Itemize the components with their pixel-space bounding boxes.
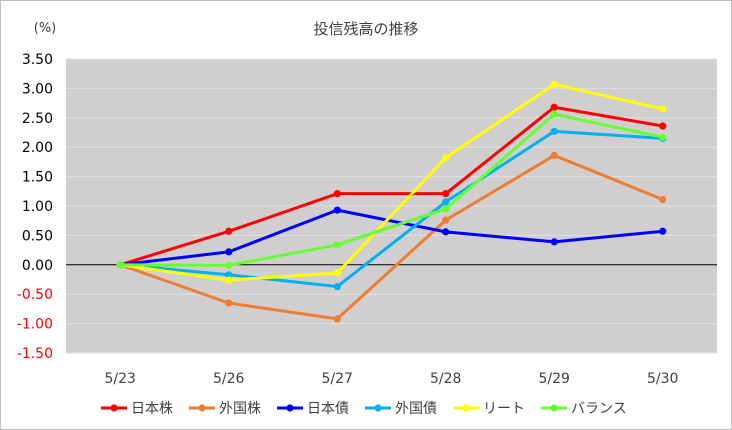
- y-axis-ticks: 3.50 3.00 2.50 2.00 1.50 1.00 0.50 0.00 -0.50 -1.…: [17, 52, 53, 362]
- y-tick-label: 3.00: [22, 81, 53, 97]
- data-point: [442, 190, 450, 198]
- y-tick-label: 1.00: [22, 199, 53, 215]
- legend-label: 外国株: [219, 401, 261, 417]
- data-point: [550, 127, 558, 135]
- y-tick-label: 0.50: [22, 228, 53, 244]
- chart-title: 投信残高の推移: [313, 20, 418, 38]
- series-line: [120, 112, 664, 267]
- data-point: [442, 216, 450, 224]
- legend-item: リート: [453, 401, 525, 417]
- y-tick-label: -1.50: [17, 346, 53, 362]
- legend-marker: [462, 404, 470, 412]
- legend-marker: [198, 404, 206, 412]
- data-point: [116, 261, 124, 269]
- x-tick-label: 5/29: [539, 371, 570, 387]
- y-tick-label: 0.00: [22, 258, 53, 274]
- data-point: [333, 282, 341, 291]
- y-tick-label: -1.00: [17, 317, 53, 333]
- series-line: [119, 105, 664, 267]
- data-point: [333, 206, 341, 214]
- legend-label: 日本株: [131, 401, 173, 417]
- series-lines: [116, 80, 667, 323]
- legend-marker: [550, 404, 558, 412]
- y-axis-unit-label: (%): [34, 21, 57, 36]
- x-tick-label: 5/30: [647, 371, 678, 387]
- data-point: [442, 205, 450, 213]
- data-point: [550, 103, 558, 111]
- legend-label: 日本債: [307, 401, 349, 417]
- legend-label: バランス: [571, 401, 627, 417]
- y-tick-label: 2.00: [22, 140, 53, 156]
- data-point: [442, 198, 450, 206]
- data-point: [550, 151, 558, 160]
- data-point: [225, 248, 233, 256]
- legend: 日本株 外国株 日本債 外国債 リート バランス: [101, 401, 627, 417]
- y-tick-label: 3.50: [22, 52, 53, 68]
- legend-item: 外国債: [365, 401, 437, 417]
- data-point: [333, 315, 341, 323]
- data-point: [659, 122, 667, 130]
- x-tick-label: 5/28: [430, 371, 461, 387]
- data-point: [333, 269, 341, 277]
- legend-item: 日本債: [277, 401, 349, 417]
- data-point: [550, 238, 558, 246]
- data-point: [225, 276, 233, 284]
- data-point: [442, 228, 450, 236]
- series-line: [120, 82, 664, 282]
- y-tick-label: -0.50: [17, 287, 53, 303]
- legend-label: 外国債: [395, 401, 437, 417]
- legend-item: バランス: [541, 401, 627, 417]
- x-tick-label: 5/27: [322, 371, 353, 387]
- series-バランス: [116, 110, 667, 269]
- y-tick-label: 1.50: [22, 170, 53, 186]
- data-point: [225, 261, 233, 269]
- data-point: [659, 227, 667, 235]
- data-point: [225, 227, 233, 235]
- data-point: [659, 105, 667, 113]
- x-tick-label: 5/26: [213, 371, 245, 387]
- legend-marker: [286, 404, 294, 412]
- data-point: [225, 299, 233, 307]
- data-point: [225, 271, 233, 279]
- series-line: [120, 208, 663, 267]
- series-line: [120, 129, 663, 289]
- data-point: [442, 154, 450, 162]
- legend-item: 日本株: [101, 401, 173, 417]
- x-axis-ticks: 5/23 5/26 5/27 5/28 5/29 5/30: [105, 371, 679, 387]
- data-point: [659, 133, 667, 141]
- x-tick-label: 5/23: [105, 371, 136, 387]
- data-point: [550, 80, 558, 88]
- data-point: [659, 195, 667, 204]
- legend-label: リート: [483, 401, 525, 417]
- series-日本債: [116, 206, 667, 269]
- data-point: [550, 110, 558, 118]
- data-point: [333, 241, 341, 249]
- legend-marker: [374, 404, 382, 412]
- legend-marker: [110, 404, 118, 412]
- data-point: [333, 190, 341, 198]
- y-tick-label: 2.50: [22, 111, 53, 127]
- series-line: [119, 153, 664, 321]
- legend-item: 外国株: [189, 401, 261, 417]
